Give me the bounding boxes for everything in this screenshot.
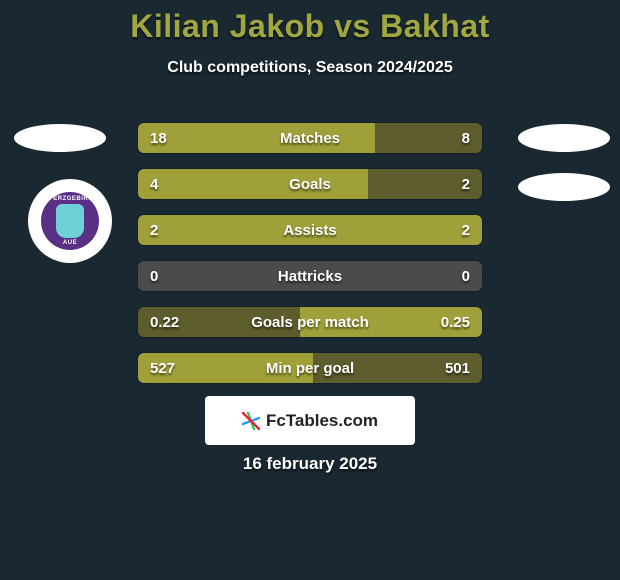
player1-club-badge: FC ERZGEBIRGE AUE [28,179,112,263]
club-badge-inner: FC ERZGEBIRGE AUE [41,192,99,250]
date-text: 16 february 2025 [0,454,620,474]
stat-bar: 527Min per goal501 [137,352,483,384]
bar-value-left: 0.22 [138,314,208,331]
bar-value-left: 18 [138,130,208,147]
badge-text-bottom: AUE [63,240,77,246]
bar-value-right: 2 [412,176,482,193]
bar-value-left: 0 [138,268,208,285]
bar-value-right: 8 [412,130,482,147]
stat-bar: 0.22Goals per match0.25 [137,306,483,338]
bar-value-left: 4 [138,176,208,193]
badge-shield-icon [56,204,84,238]
bar-label: Assists [208,222,412,239]
bar-value-left: 527 [138,360,208,377]
player1-name: Kilian Jakob [130,8,325,44]
comparison-title: Kilian Jakob vs Bakhat [0,0,620,45]
bar-label: Hattricks [208,268,412,285]
fctables-logo-icon [242,412,260,430]
bar-label: Goals [208,176,412,193]
attribution-text: FcTables.com [266,411,378,431]
bar-value-left: 2 [138,222,208,239]
player2-name: Bakhat [380,8,490,44]
bar-label: Matches [208,130,412,147]
vs-text: vs [334,8,371,44]
player2-avatar-placeholder [518,124,610,152]
player1-avatar-placeholder [14,124,106,152]
stat-bar: 2Assists2 [137,214,483,246]
stats-bars: 18Matches84Goals22Assists20Hattricks00.2… [137,122,483,398]
stat-bar: 4Goals2 [137,168,483,200]
bar-value-right: 2 [412,222,482,239]
attribution-box: FcTables.com [205,396,415,445]
player2-club-placeholder [518,173,610,201]
bar-value-right: 501 [412,360,482,377]
subtitle: Club competitions, Season 2024/2025 [0,59,620,77]
badge-text-top: FC ERZGEBIRGE [42,196,98,202]
bar-value-right: 0 [412,268,482,285]
stat-bar: 0Hattricks0 [137,260,483,292]
stat-bar: 18Matches8 [137,122,483,154]
bar-label: Min per goal [208,360,412,377]
bar-label: Goals per match [208,314,412,331]
bar-value-right: 0.25 [412,314,482,331]
